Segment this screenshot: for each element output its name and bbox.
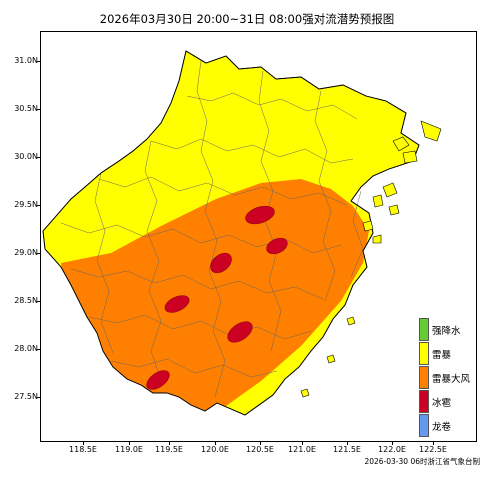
hail-area <box>245 205 275 225</box>
x-tick-label: 122.5E <box>419 445 447 454</box>
y-tick-label: 30.0N <box>14 152 38 161</box>
legend-label: 强降水 <box>432 326 461 337</box>
map-frame <box>40 31 477 442</box>
legend-swatch <box>419 342 429 365</box>
map-title: 2026年03月30日 20:00~31日 08:00强对流潜势预报图 <box>99 12 395 26</box>
legend-label: 龙卷 <box>432 422 452 433</box>
hail-area <box>210 252 232 274</box>
hail-area <box>164 295 190 313</box>
x-tick-label: 122.0E <box>378 445 406 454</box>
legend-swatch <box>419 318 429 341</box>
county-boundaries <box>60 60 364 398</box>
y-tick-label: 29.5N <box>14 200 38 209</box>
y-tick-label: 27.5N <box>14 392 38 401</box>
legend-item-thunderstorm-gale: 雷暴大风 <box>419 366 479 390</box>
x-tick-label: 121.0E <box>288 445 316 454</box>
legend-label: 雷暴大风 <box>432 374 471 385</box>
legend: 强降水 雷暴 雷暴大风 冰雹 龙卷 <box>419 318 479 438</box>
x-tick-label: 120.0E <box>201 445 229 454</box>
x-tick-label: 119.0E <box>115 445 143 454</box>
y-tick-label: 28.0N <box>14 344 38 353</box>
legend-item-hail: 冰雹 <box>419 390 479 414</box>
y-tick-label: 30.5N <box>14 104 38 113</box>
hail-area <box>227 321 253 343</box>
hail-area <box>146 370 170 390</box>
legend-swatch <box>419 366 429 389</box>
legend-item-heavy-rain: 强降水 <box>419 318 479 342</box>
province-map <box>42 50 442 416</box>
y-tick-label: 28.5N <box>14 296 38 305</box>
credit-text: 2026-03-30 06时浙江省气象台制 <box>364 457 480 466</box>
islands <box>300 120 442 398</box>
y-tick-label: 31.0N <box>14 56 38 65</box>
legend-swatch <box>419 390 429 413</box>
hail-area <box>266 237 288 255</box>
legend-label: 雷暴 <box>432 350 452 361</box>
legend-swatch <box>419 414 429 437</box>
x-tick-label: 119.5E <box>155 445 183 454</box>
legend-label: 冰雹 <box>432 398 452 409</box>
province-boundary <box>42 50 420 416</box>
x-tick-label: 118.5E <box>69 445 97 454</box>
y-tick-label: 29.0N <box>14 248 38 257</box>
x-tick-label: 121.5E <box>333 445 361 454</box>
legend-item-thunderstorm: 雷暴 <box>419 342 479 366</box>
thunderstorm-gale-region <box>61 179 369 415</box>
legend-item-tornado: 龙卷 <box>419 414 479 438</box>
x-tick-label: 120.5E <box>246 445 274 454</box>
